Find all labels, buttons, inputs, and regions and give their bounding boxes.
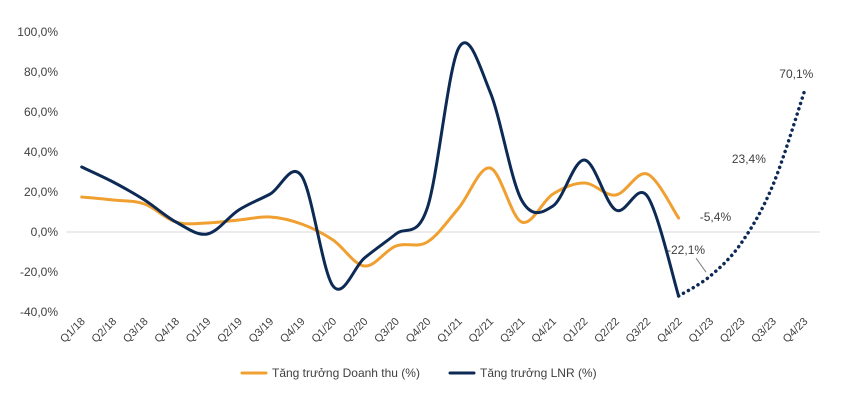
- data-label: -5,4%: [700, 210, 732, 224]
- x-tick-label: Q2/19: [215, 316, 245, 346]
- x-tick-label: Q3/18: [121, 316, 151, 346]
- x-tick-label: Q1/19: [184, 316, 214, 346]
- legend: Tăng trưởng Doanh thu (%) Tăng trưởng LNR…: [240, 366, 597, 380]
- annotation-layer: -22,1% -5,4% 23,4% 70,1%: [667, 67, 814, 273]
- x-tick-label: Q1/18: [58, 316, 88, 346]
- y-tick-label: 20,0%: [24, 185, 58, 199]
- x-tick-label: Q2/20: [341, 316, 371, 346]
- legend-label: Tăng trưởng Doanh thu (%): [272, 366, 420, 380]
- series-line-forecast: [676, 90, 807, 298]
- data-label: 23,4%: [732, 152, 766, 166]
- data-label: -22,1%: [667, 243, 705, 257]
- y-tick-label: 0,0%: [31, 225, 59, 239]
- y-tick-label: 60,0%: [24, 105, 58, 119]
- x-tick-label: Q2/23: [718, 316, 748, 346]
- x-tick-label: Q1/21: [435, 316, 465, 346]
- series-line-1: [80, 41, 681, 298]
- x-tick-label: Q1/22: [561, 316, 591, 346]
- x-tick-label: Q3/20: [372, 316, 402, 346]
- x-tick-label: Q3/21: [498, 316, 528, 346]
- y-tick-label: 100,0%: [17, 25, 58, 39]
- x-tick-label: Q4/21: [529, 316, 559, 346]
- x-tick-label: Q1/20: [309, 316, 339, 346]
- series-line-0: [80, 166, 681, 268]
- x-tick-label: Q2/22: [592, 316, 622, 346]
- x-tick-label: Q1/23: [686, 316, 716, 346]
- x-axis: Q1/18 Q2/18 Q3/18 Q4/18 Q1/19 Q2/19 Q3/19 Q4/19…: [58, 316, 810, 346]
- x-tick-label: Q3/22: [624, 316, 654, 346]
- x-tick-label: Q4/20: [404, 316, 434, 346]
- y-tick-label: -40,0%: [20, 305, 58, 319]
- x-tick-label: Q2/21: [467, 316, 497, 346]
- y-tick-label: 40,0%: [24, 145, 58, 159]
- leader-line: [695, 257, 707, 273]
- x-tick-label: Q4/23: [781, 316, 811, 346]
- data-label: 70,1%: [779, 67, 813, 81]
- legend-label: Tăng trưởng LNR (%): [480, 366, 597, 380]
- x-tick-label: Q4/22: [655, 316, 685, 346]
- y-axis: -40,0% -20,0% 0,0% 20,0% 40,0% 60,0% 80,0% 100,…: [17, 25, 58, 319]
- x-tick-label: Q4/18: [152, 316, 182, 346]
- x-tick-label: Q3/23: [749, 316, 779, 346]
- y-tick-label: 80,0%: [24, 65, 58, 79]
- y-tick-label: -20,0%: [20, 265, 58, 279]
- x-tick-label: Q2/18: [90, 316, 120, 346]
- series-layer: [80, 41, 807, 298]
- x-tick-label: Q4/19: [278, 316, 308, 346]
- x-tick-label: Q3/19: [247, 316, 277, 346]
